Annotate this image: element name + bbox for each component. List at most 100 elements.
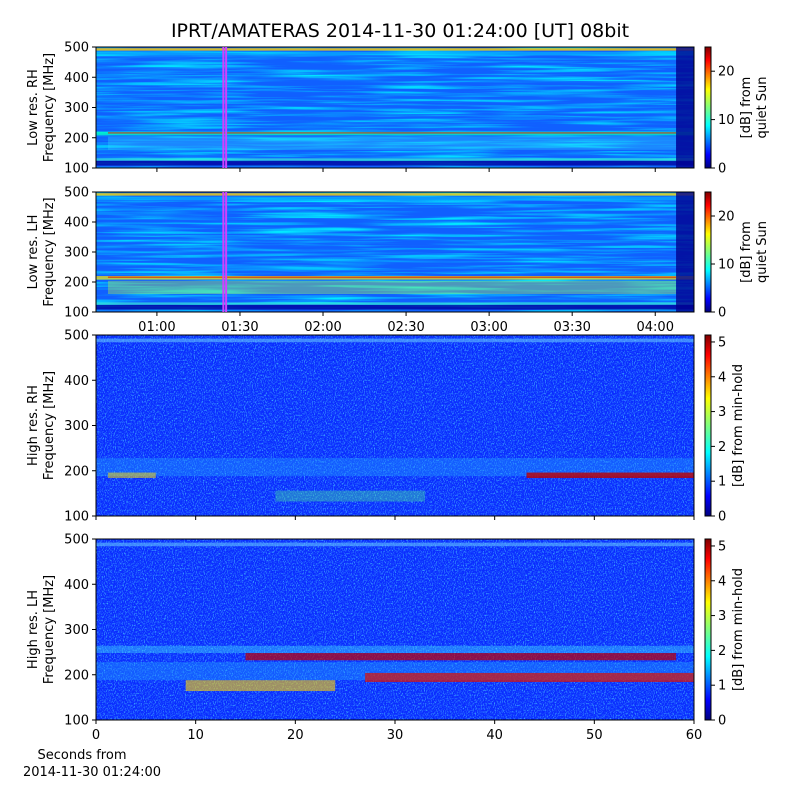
colorbar-tick-label: 2 (718, 440, 726, 455)
spectrogram-texture (96, 192, 694, 312)
x-tick-label: 10 (187, 728, 204, 743)
y-tick-label: 200 (64, 668, 89, 683)
emission-band (96, 458, 694, 477)
colorbar-tick-label: 2 (718, 644, 726, 659)
x-tick-label: 01:00 (138, 320, 175, 335)
emission-band (96, 645, 694, 654)
colorbar-tick-label: 20 (718, 210, 735, 225)
emission-band (365, 672, 694, 682)
spectrogram-texture (96, 47, 694, 168)
colorbar-label: quiet Sun (755, 221, 770, 283)
emission-band (245, 653, 677, 661)
emission-band (96, 196, 694, 201)
emission-band (275, 490, 425, 502)
spectrogram (96, 335, 694, 516)
colorbar-tick-label: 10 (718, 113, 735, 128)
emission-band (526, 472, 694, 478)
y-tick-label: 200 (64, 464, 89, 479)
emission-band (107, 132, 677, 134)
y-axis-label: Frequency [MHz] (42, 371, 57, 480)
y-axis-label: High res. LH (26, 590, 41, 669)
y-tick-label: 300 (64, 246, 89, 261)
emission-band (676, 192, 694, 312)
spectrogram (96, 192, 694, 312)
emission-band (107, 276, 677, 278)
emission-band (96, 160, 694, 166)
colorbar-tick-label: 3 (718, 609, 726, 624)
y-tick-label: 300 (64, 419, 89, 434)
colorbar-tick-label: 3 (718, 405, 726, 420)
emission-band (96, 542, 694, 547)
y-axis-label: Frequency [MHz] (42, 197, 57, 306)
x-tick-label: 40 (486, 728, 503, 743)
emission-band (107, 280, 677, 294)
colorbar-tick-label: 1 (718, 475, 726, 490)
x-tick-label: 03:30 (553, 320, 590, 335)
y-tick-label: 100 (64, 510, 89, 525)
colorbar-tick-label: 0 (718, 306, 726, 321)
spectrogram-texture (96, 539, 694, 720)
colorbar-tick-label: 5 (718, 335, 726, 350)
colorbar (704, 538, 712, 721)
colorbar-tick-label: 0 (718, 162, 726, 177)
y-tick-label: 500 (64, 41, 89, 56)
colorbar (704, 46, 712, 169)
emission-band (96, 51, 694, 56)
y-tick-label: 200 (64, 276, 89, 291)
y-tick-label: 400 (64, 216, 89, 231)
y-tick-label: 500 (64, 329, 89, 344)
y-tick-label: 100 (64, 714, 89, 729)
emission-band (185, 680, 336, 692)
x-tick-label: 02:30 (387, 320, 424, 335)
y-tick-label: 200 (64, 131, 89, 146)
colorbar-tick-label: 5 (718, 539, 726, 554)
colorbar-tick-label: 0 (718, 510, 726, 525)
y-tick-label: 500 (64, 533, 89, 548)
emission-band (107, 472, 156, 478)
emission-band (96, 302, 694, 305)
y-tick-label: 500 (64, 186, 89, 201)
y-tick-label: 400 (64, 578, 89, 593)
x-tick-label: 02:00 (304, 320, 341, 335)
x-axis-label: 2014-11-30 01:24:00 (23, 765, 161, 780)
colorbar-label: [dB] from (739, 77, 754, 139)
colorbar-tick-label: 4 (718, 370, 726, 385)
colorbar-tick-label: 4 (718, 574, 726, 589)
emission-band (96, 304, 694, 310)
chart-title: IPRT/AMATERAS 2014-11-30 01:24:00 [UT] 0… (171, 20, 629, 42)
y-tick-label: 300 (64, 623, 89, 638)
x-tick-label: 04:00 (637, 320, 674, 335)
x-tick-label: 01:30 (221, 320, 258, 335)
x-tick-label: 30 (387, 728, 404, 743)
x-tick-label: 50 (586, 728, 603, 743)
emission-band (96, 338, 694, 343)
y-tick-label: 100 (64, 162, 89, 177)
colorbar-label: [dB] from (739, 221, 754, 283)
emission-band (107, 136, 677, 150)
y-axis-label: Frequency [MHz] (42, 53, 57, 162)
colorbar-label: [dB] from min-hold (731, 364, 746, 487)
x-tick-label: 20 (287, 728, 304, 743)
colorbar-tick-label: 20 (718, 65, 735, 80)
colorbar (704, 334, 712, 517)
y-tick-label: 300 (64, 101, 89, 116)
emission-band (96, 48, 694, 51)
spectrogram (96, 539, 694, 720)
x-tick-label: 60 (686, 728, 703, 743)
spectrogram-texture (96, 335, 694, 516)
colorbar-tick-label: 1 (718, 679, 726, 694)
y-axis-label: Low res. LH (26, 215, 41, 290)
y-axis-label: High res. RH (26, 385, 41, 466)
emission-band (96, 158, 694, 161)
y-tick-label: 400 (64, 71, 89, 86)
colorbar-tick-label: 0 (718, 714, 726, 729)
y-tick-label: 400 (64, 374, 89, 389)
y-tick-label: 100 (64, 306, 89, 321)
y-axis-label: Low res. RH (26, 69, 41, 146)
x-axis-label: Seconds from (37, 748, 126, 763)
colorbar-label: [dB] from min-hold (731, 568, 746, 691)
y-axis-label: Frequency [MHz] (42, 575, 57, 684)
colorbar (704, 191, 712, 313)
spectrogram (96, 47, 694, 168)
